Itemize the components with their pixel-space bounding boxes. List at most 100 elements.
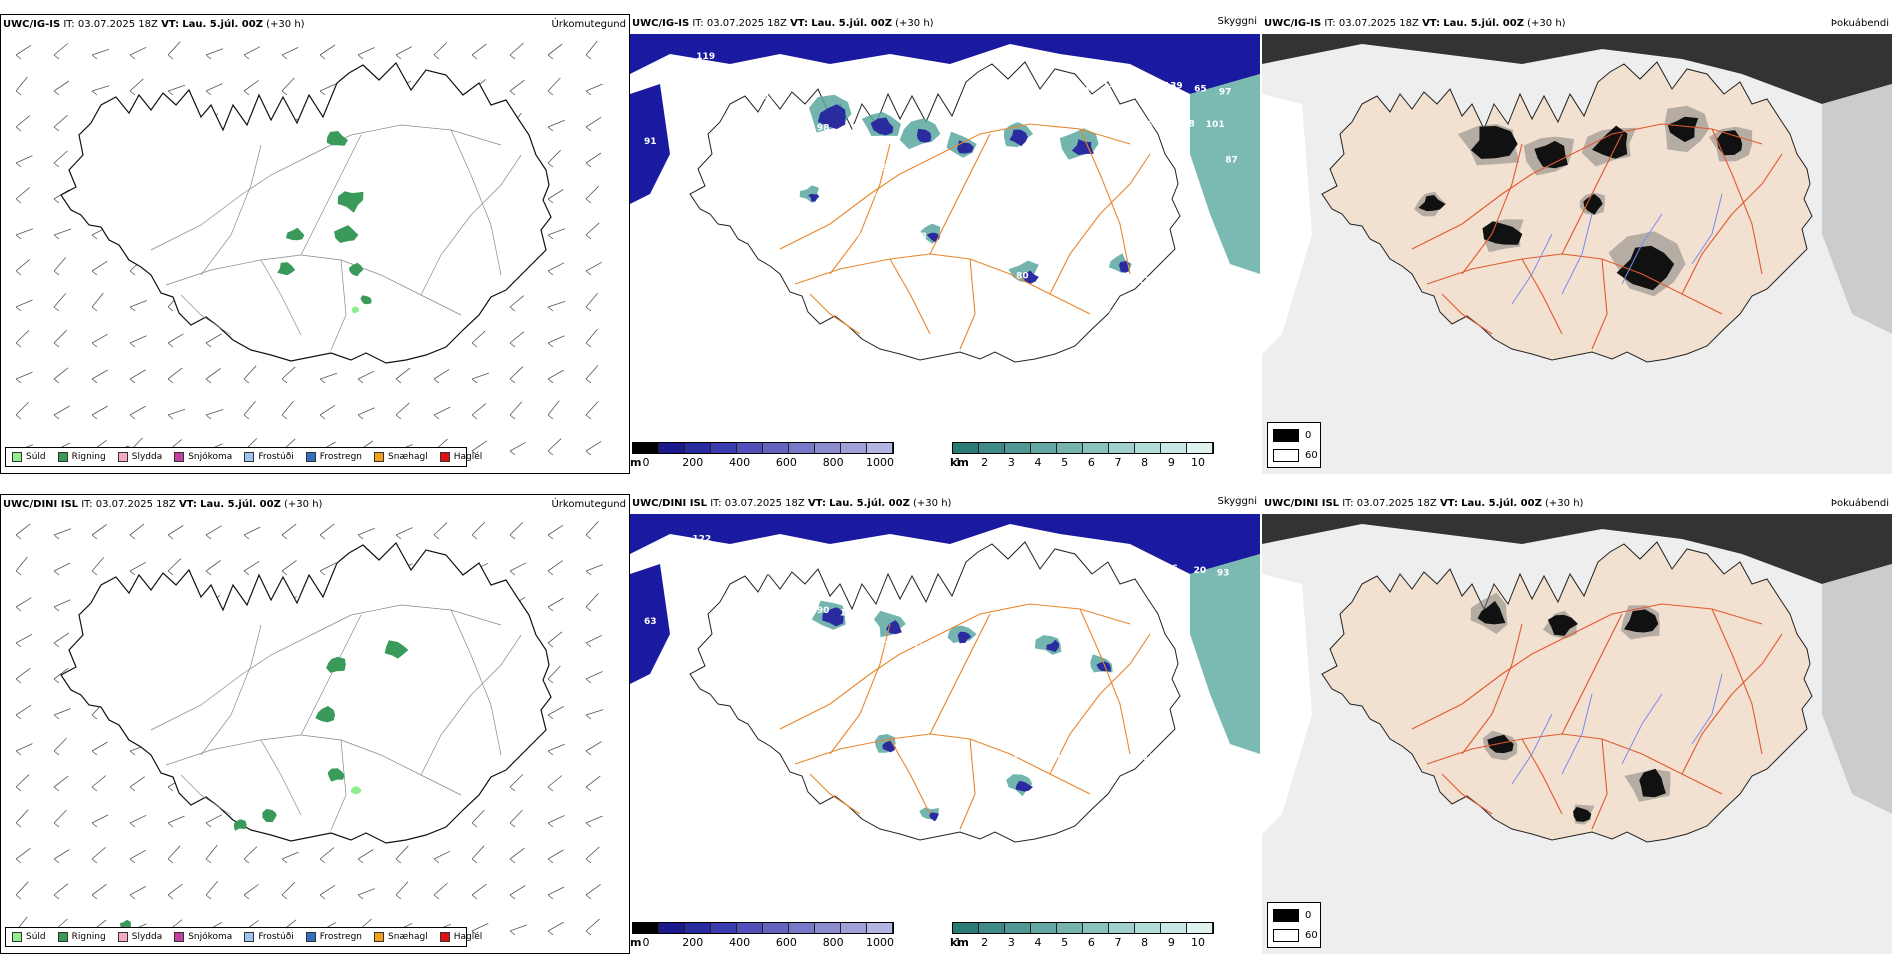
fog-legend-swatch — [1273, 909, 1299, 922]
colorbar-tick: 10 — [1191, 456, 1205, 469]
rain-area — [326, 656, 346, 673]
colorbar-box — [1083, 923, 1109, 933]
wind-barb-tick — [15, 306, 22, 312]
wind-barb-tick — [243, 90, 250, 96]
iceland-coastline — [60, 62, 552, 364]
colorbar-box — [1135, 443, 1161, 453]
wind-barb-tick — [53, 234, 60, 240]
wind-barb-tick — [585, 678, 592, 684]
ceiling-value-label: 119 — [696, 52, 715, 62]
legend-item: Súld — [12, 932, 46, 942]
colorbar-box — [711, 443, 737, 453]
ceiling-value-label: 98 — [817, 124, 830, 134]
ceiling-value-label: 66 — [692, 602, 705, 612]
wind-barb — [547, 921, 564, 932]
iceland-map[interactable]: 119 171 161 96 83 75 123 120 128 98 94 88 91 119 164 21… — [630, 34, 1260, 474]
wind-barb-tick — [53, 270, 60, 276]
wind-barb — [15, 667, 31, 680]
wind-barb — [585, 815, 603, 824]
road-line — [809, 293, 861, 335]
legend-item: Súld — [12, 452, 46, 462]
visibility-colorbar: km 1 2 3 4 5 6 7 8 9 10 — [950, 442, 1252, 472]
road-line — [794, 733, 1091, 795]
wind-barb — [15, 556, 28, 572]
wind-barb-tick — [243, 570, 250, 576]
road-line — [779, 603, 1131, 730]
ceiling-value-label: 41 — [858, 233, 871, 243]
road-line — [330, 259, 347, 351]
wind-barb-tick — [15, 126, 22, 132]
wind-barb — [319, 44, 336, 56]
ceiling-value-label: 181 — [977, 237, 996, 247]
ceiling-value-label: 74 — [902, 267, 915, 277]
dense-fog-area — [1547, 614, 1578, 636]
wind-barb — [471, 43, 487, 56]
wind-barb-tick — [509, 342, 516, 348]
wind-barb — [53, 405, 70, 416]
wind-barb — [15, 809, 29, 824]
colorbar-box — [867, 443, 893, 453]
wind-barb — [167, 333, 184, 344]
wind-barb — [585, 521, 599, 536]
ceiling-value-label: 65 — [1194, 85, 1207, 95]
wind-barb-tick — [585, 786, 592, 792]
wind-barb — [547, 524, 564, 536]
iceland-map[interactable] — [1262, 34, 1892, 474]
model-name: UWC/IG-IS — [3, 19, 61, 30]
ceiling-value-label: 87 — [1225, 156, 1238, 166]
low-ceiling-area — [1009, 129, 1028, 147]
wind-barb — [547, 149, 561, 164]
wind-barb-tick — [547, 306, 554, 312]
wind-barb — [53, 599, 71, 608]
wind-barb-tick — [357, 858, 364, 864]
colorbar-boxes — [952, 922, 1214, 934]
colorbar-box — [1031, 923, 1057, 933]
iceland-map[interactable]: 122 178 141 132 160 104 115 151 121 90 129 88 85 117 1… — [630, 514, 1260, 954]
dense-fog-area — [1592, 125, 1628, 159]
colorbar-ticks: 0 200 400 600 800 1000 — [632, 456, 932, 470]
ceiling-value-label: 84 — [755, 603, 768, 613]
wind-barb-tick — [471, 450, 478, 456]
ceiling-value-label: 46 — [1165, 564, 1178, 574]
colorbar-box — [1057, 923, 1083, 933]
wind-barb — [91, 524, 107, 536]
legend-swatch — [244, 452, 255, 462]
fog-legend-label: 60 — [1305, 450, 1318, 461]
river-line — [1561, 213, 1593, 295]
rain-area — [349, 262, 364, 277]
wind-barb-tick — [205, 414, 212, 420]
ceiling-value-label: 73 — [927, 201, 940, 211]
wind-barb-tick — [471, 930, 478, 936]
wind-barb-tick — [53, 306, 60, 312]
wind-barb-tick — [585, 930, 592, 936]
colorbar-ticks: 1 2 3 4 5 6 7 8 9 10 — [952, 456, 1252, 470]
iceland-map[interactable] — [1262, 514, 1892, 954]
wind-barb — [585, 741, 602, 752]
wind-barb — [547, 631, 563, 644]
wind-barb-tick — [585, 90, 592, 96]
road-line — [809, 773, 861, 815]
wind-barb-tick — [509, 378, 516, 384]
iceland-map[interactable] — [1, 35, 629, 473]
wind-barb — [509, 809, 523, 824]
wind-barb — [509, 366, 524, 380]
colorbar-box — [1161, 923, 1187, 933]
ceiling-value-label: 123 — [946, 711, 965, 721]
ceiling-value-label: 119 — [1105, 275, 1124, 285]
wind-barb-tick — [585, 306, 592, 312]
visibility-panel-igis: UWC/IG-IS IT: 03.07.2025 18Z VT: Lau. 5.… — [630, 14, 1260, 474]
legend-item: Haglél — [439, 452, 482, 462]
colorbar-tick: 1000 — [866, 936, 894, 949]
wind-barb-tick — [129, 378, 136, 384]
wind-barb-tick — [547, 786, 554, 792]
legend-label: Snæhagl — [388, 452, 428, 462]
colorbar-tick: 5 — [1061, 936, 1069, 949]
ceiling-value-label: 61 — [713, 159, 726, 169]
dense-fog-area — [1418, 195, 1446, 212]
wind-barb-tick — [357, 534, 364, 540]
road-line — [929, 133, 991, 255]
fog-legend: 0 60 — [1267, 902, 1321, 948]
wind-barb — [547, 400, 560, 416]
wind-barb — [15, 774, 30, 788]
iceland-map[interactable] — [1, 515, 629, 953]
